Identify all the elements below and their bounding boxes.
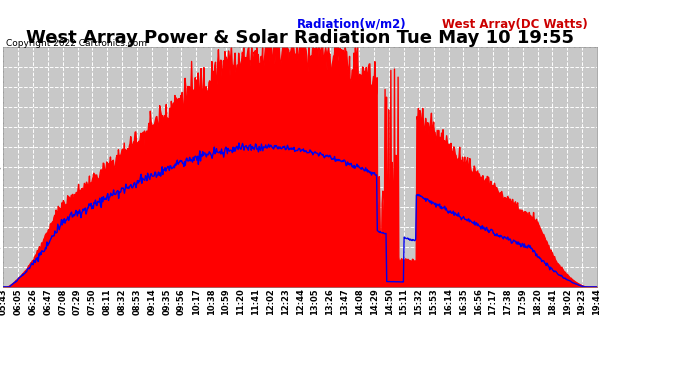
- Title: West Array Power & Solar Radiation Tue May 10 19:55: West Array Power & Solar Radiation Tue M…: [26, 29, 574, 47]
- Text: Radiation(w/m2): Radiation(w/m2): [297, 18, 406, 31]
- Text: Copyright 2022 Cartronics.com: Copyright 2022 Cartronics.com: [6, 39, 146, 48]
- Text: West Array(DC Watts): West Array(DC Watts): [442, 18, 587, 31]
